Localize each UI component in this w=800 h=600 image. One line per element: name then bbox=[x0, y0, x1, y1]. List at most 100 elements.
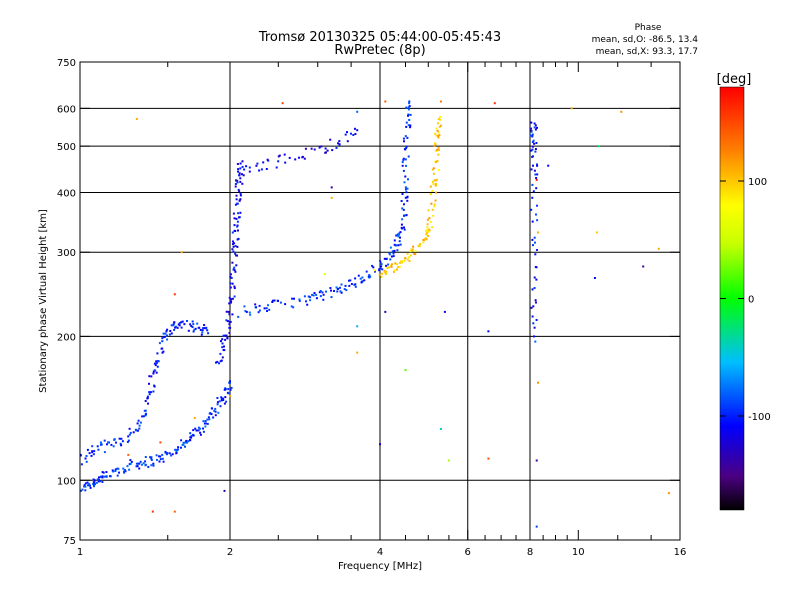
data-point bbox=[237, 170, 240, 173]
data-point bbox=[144, 460, 147, 463]
data-point bbox=[535, 319, 538, 321]
data-point bbox=[248, 166, 251, 169]
data-point bbox=[534, 340, 537, 343]
data-point bbox=[273, 299, 276, 302]
data-point bbox=[372, 266, 375, 269]
data-point bbox=[405, 147, 408, 150]
data-point bbox=[427, 209, 430, 212]
data-point bbox=[433, 144, 436, 147]
data-point bbox=[356, 110, 359, 113]
data-point bbox=[306, 303, 309, 306]
data-point bbox=[152, 372, 155, 375]
data-point bbox=[135, 429, 138, 432]
data-point bbox=[243, 168, 246, 171]
data-point bbox=[385, 264, 388, 267]
data-point bbox=[402, 137, 405, 140]
data-point bbox=[428, 217, 431, 220]
data-point bbox=[400, 200, 403, 202]
data-point bbox=[126, 465, 129, 468]
data-point bbox=[368, 274, 371, 277]
data-point bbox=[404, 175, 407, 178]
data-point bbox=[196, 322, 199, 325]
data-point bbox=[88, 452, 91, 455]
data-point bbox=[435, 150, 438, 152]
data-point bbox=[405, 125, 408, 128]
data-point bbox=[115, 441, 117, 444]
data-point bbox=[223, 402, 226, 405]
data-point bbox=[192, 323, 195, 326]
data-point bbox=[170, 454, 173, 457]
data-point bbox=[438, 134, 441, 137]
data-point bbox=[346, 140, 349, 143]
data-point bbox=[237, 212, 240, 215]
data-point bbox=[534, 253, 537, 256]
data-point bbox=[402, 157, 405, 160]
data-point bbox=[141, 415, 144, 418]
data-point bbox=[102, 471, 105, 474]
data-point bbox=[536, 173, 539, 176]
data-point bbox=[405, 121, 408, 124]
data-point bbox=[344, 284, 347, 287]
data-point bbox=[393, 269, 396, 272]
data-point bbox=[407, 124, 410, 127]
data-point bbox=[150, 375, 153, 378]
data-point bbox=[419, 243, 421, 245]
data-point bbox=[233, 242, 236, 245]
data-point bbox=[393, 243, 396, 246]
data-point bbox=[392, 252, 395, 255]
data-point bbox=[180, 326, 183, 329]
data-point bbox=[384, 100, 387, 103]
data-point bbox=[230, 298, 233, 301]
data-point bbox=[229, 282, 232, 285]
data-point bbox=[235, 198, 238, 201]
data-point bbox=[304, 147, 307, 150]
data-point bbox=[271, 301, 274, 303]
colorbar-tick-label: 0 bbox=[748, 295, 754, 306]
data-point bbox=[431, 168, 434, 171]
data-point bbox=[305, 300, 307, 303]
colorbar-label: [deg] bbox=[717, 72, 752, 87]
data-point bbox=[407, 106, 410, 109]
data-point bbox=[135, 465, 138, 468]
y-tick-label: 200 bbox=[57, 332, 76, 343]
data-point bbox=[533, 142, 536, 145]
data-point bbox=[400, 226, 403, 229]
data-point bbox=[403, 226, 405, 229]
data-point bbox=[233, 269, 236, 272]
data-point bbox=[534, 124, 537, 127]
data-point bbox=[534, 150, 537, 153]
data-point bbox=[360, 281, 363, 284]
data-point bbox=[531, 220, 534, 223]
data-point bbox=[356, 129, 359, 132]
data-point bbox=[244, 310, 247, 313]
data-point bbox=[135, 118, 138, 120]
data-point bbox=[437, 136, 440, 139]
data-point bbox=[383, 257, 386, 260]
data-point bbox=[535, 187, 538, 190]
data-point bbox=[79, 453, 82, 456]
data-point bbox=[301, 155, 304, 158]
data-point bbox=[408, 119, 411, 121]
data-point bbox=[205, 326, 208, 329]
data-point bbox=[234, 185, 237, 188]
data-point bbox=[408, 256, 411, 259]
data-point bbox=[206, 329, 209, 332]
data-point bbox=[443, 310, 446, 313]
data-point bbox=[180, 446, 182, 449]
data-point bbox=[275, 166, 278, 169]
data-point bbox=[182, 441, 185, 444]
data-point bbox=[437, 131, 440, 134]
data-point bbox=[98, 476, 100, 479]
data-point bbox=[241, 160, 244, 163]
data-point bbox=[406, 187, 409, 190]
data-point bbox=[114, 469, 117, 472]
data-point bbox=[399, 231, 402, 234]
data-point bbox=[128, 468, 131, 471]
x-tick-label: 1 bbox=[77, 547, 83, 558]
data-point bbox=[92, 483, 95, 486]
data-point bbox=[408, 105, 411, 108]
data-point bbox=[394, 262, 397, 265]
data-point bbox=[425, 230, 428, 233]
data-point bbox=[409, 126, 412, 129]
data-point bbox=[356, 351, 359, 354]
